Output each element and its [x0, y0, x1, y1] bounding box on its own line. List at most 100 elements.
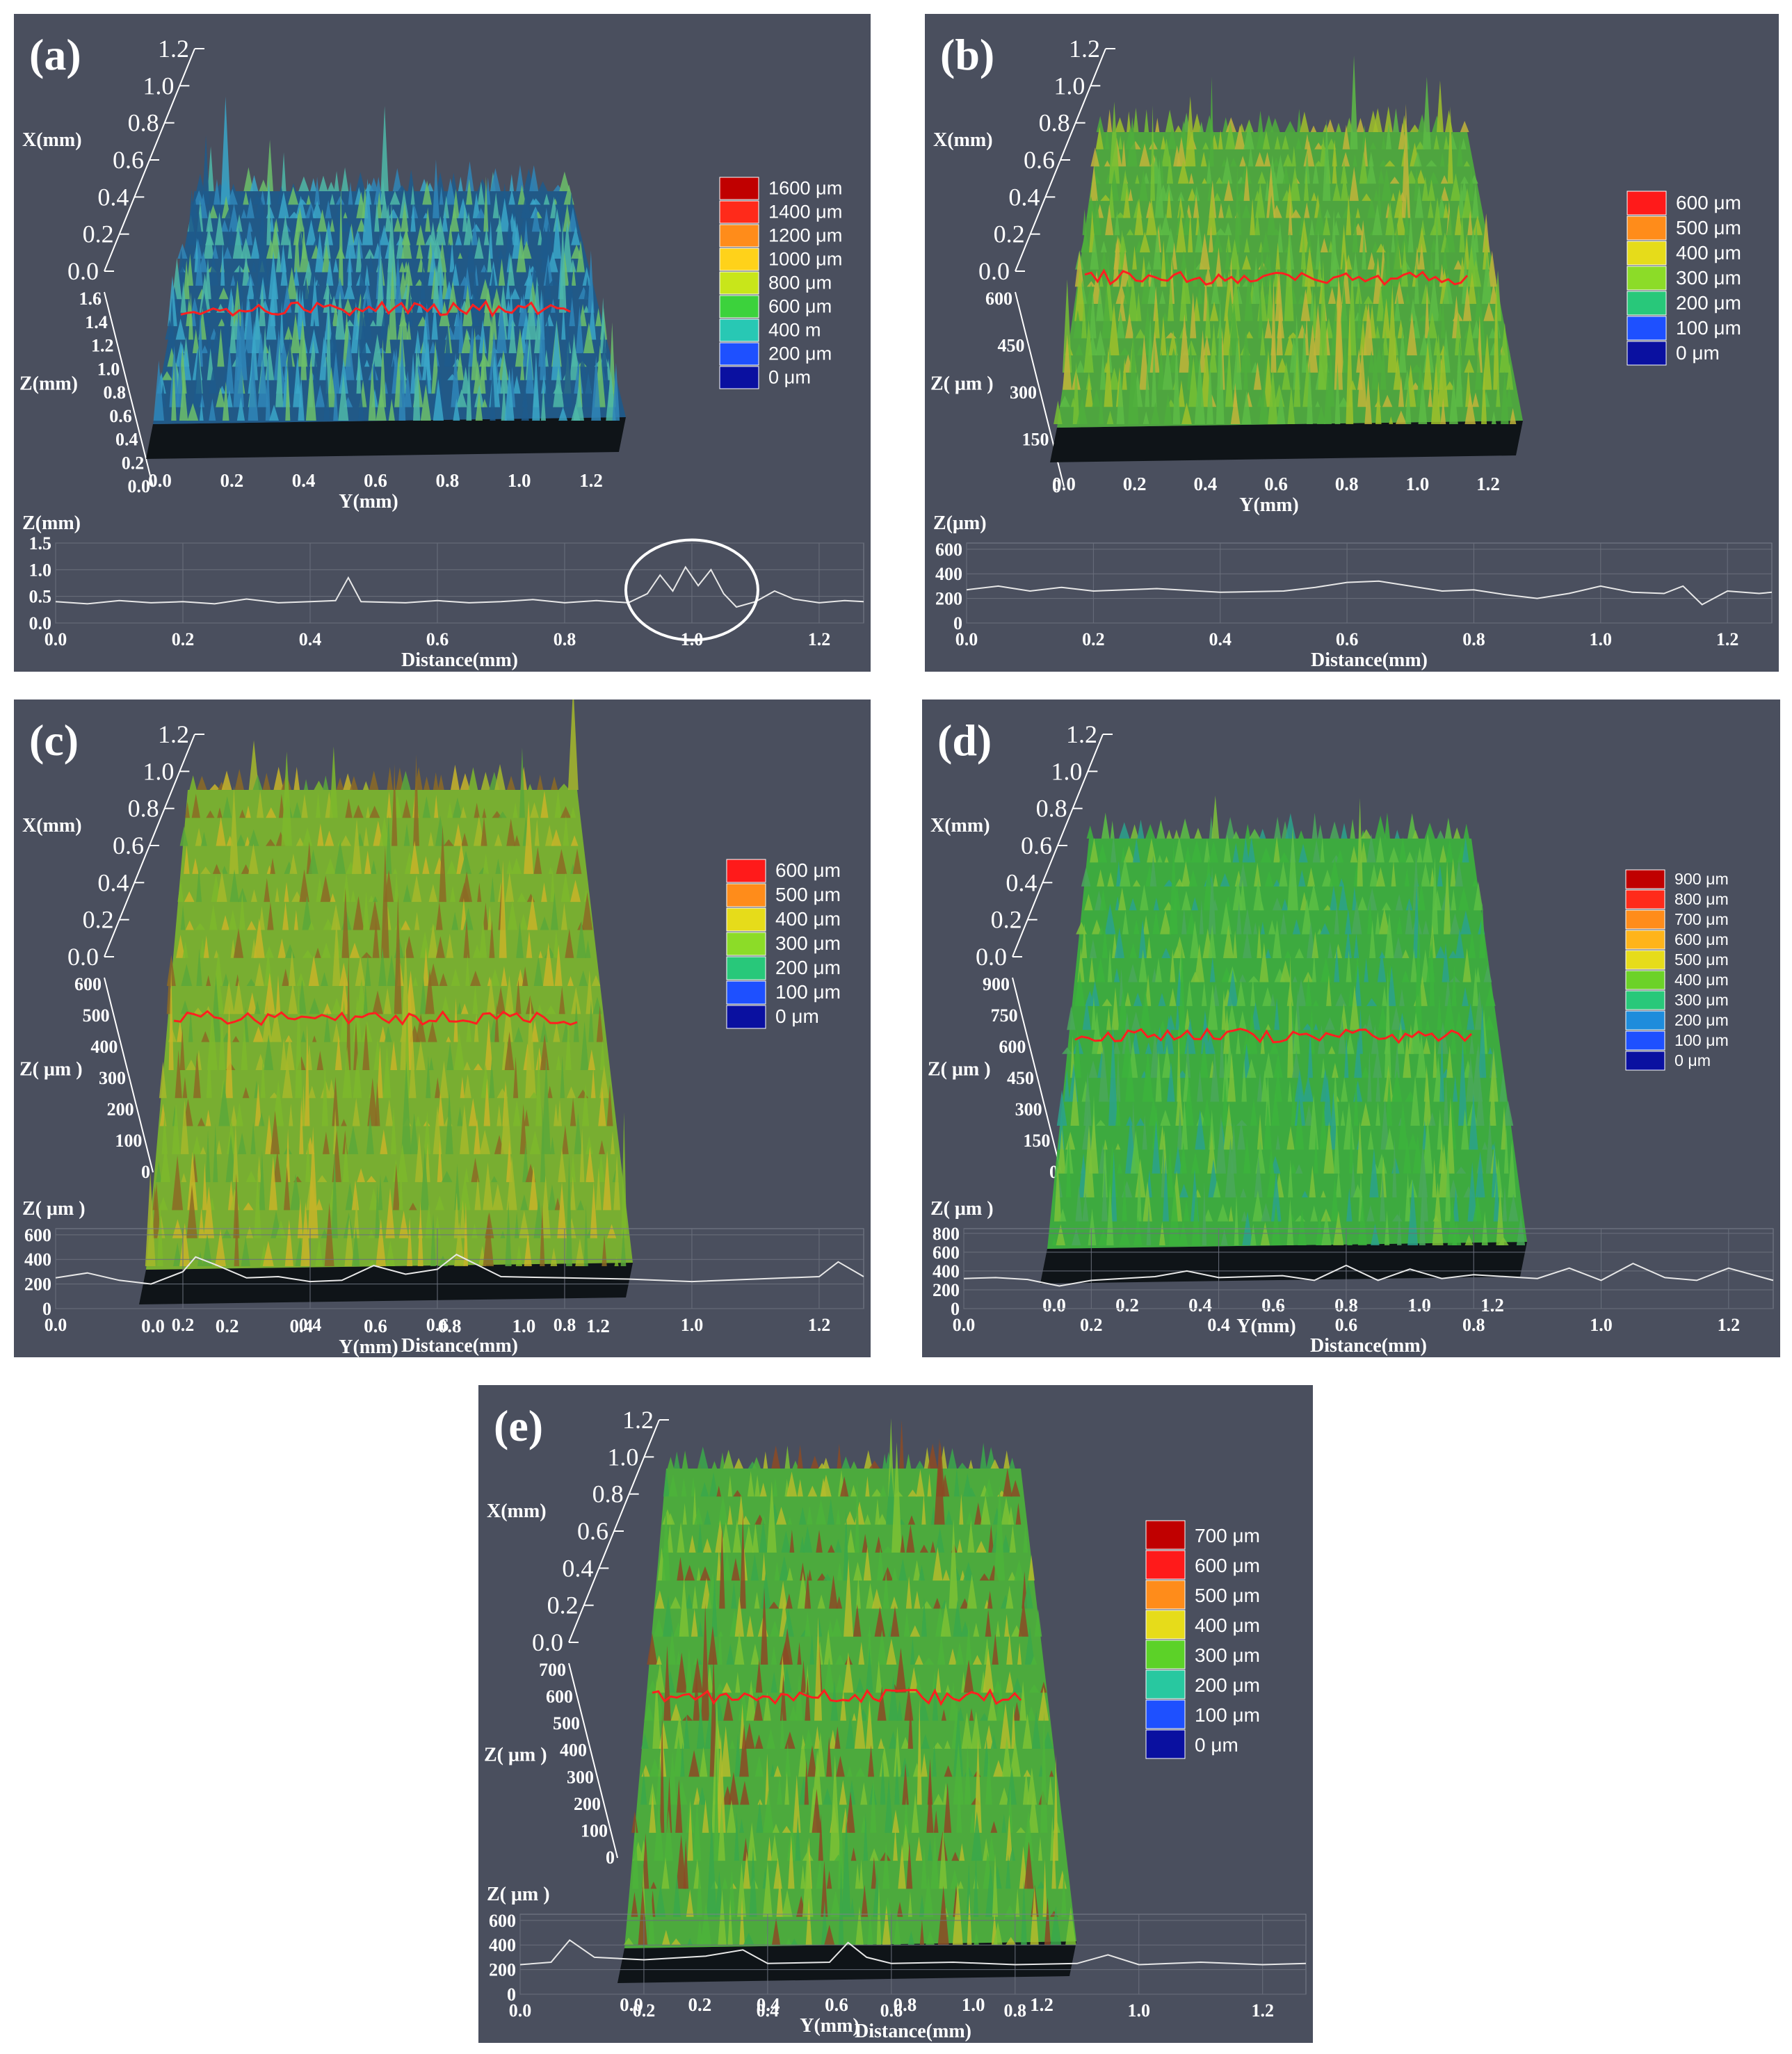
surface-spike: [1375, 1067, 1381, 1102]
surface-spike: [1331, 1177, 1339, 1222]
surface-spike: [1177, 191, 1185, 201]
surface-spike: [696, 1918, 703, 1945]
surface-spike: [446, 1042, 454, 1070]
surface-spike: [1288, 1159, 1293, 1198]
surface-spike: [1157, 855, 1163, 863]
x-tick-label: 0.8: [1039, 109, 1070, 137]
surface-spike: [1266, 165, 1276, 218]
surface-spike: [990, 1459, 999, 1469]
surface-spike: [1088, 956, 1095, 982]
surface-base: [1050, 421, 1523, 462]
surface-spike: [454, 1163, 460, 1211]
surface-spike: [1453, 827, 1461, 839]
surface-spike: [1184, 846, 1191, 863]
surface-spike: [1353, 153, 1357, 167]
surface-spike: [1437, 303, 1443, 321]
surface-spike: [1206, 359, 1213, 424]
surface-spike: [1317, 824, 1323, 839]
profile-y-tick: 1.0: [29, 560, 52, 580]
surface-spike: [951, 1852, 960, 1861]
profile-y-tick: 200: [935, 589, 962, 609]
legend-swatch: [726, 980, 766, 1005]
surface-spike: [723, 1449, 734, 1469]
surface-spike: [1145, 1042, 1152, 1054]
x-tick-label: 1.0: [1054, 72, 1085, 99]
surface-spike: [1095, 1119, 1106, 1126]
surface-spike: [270, 220, 280, 259]
surface-spike: [1358, 1008, 1363, 1054]
surface-spike: [388, 264, 397, 340]
surface-spike: [338, 184, 344, 286]
surface-spike: [1391, 193, 1396, 201]
surface-spike: [498, 258, 506, 286]
surface-spike: [1260, 1222, 1270, 1245]
profile-x-tick: 0.0: [953, 1315, 976, 1335]
surface-spike: [1382, 985, 1387, 1006]
surface-spike: [284, 882, 289, 903]
surface-spike: [494, 1002, 499, 1042]
surface-spike: [659, 1722, 668, 1749]
surface-spike: [266, 175, 271, 245]
surface-spike: [580, 1021, 589, 1070]
surface-spike: [295, 981, 302, 1099]
surface-spike: [462, 284, 473, 327]
legend-swatch: [1626, 191, 1667, 216]
surface-spike: [754, 1756, 764, 1777]
surface-spike: [839, 1779, 847, 1805]
surface-spike: [1031, 1711, 1041, 1749]
surface-spike: [1287, 1080, 1293, 1102]
surface-spike: [575, 305, 583, 353]
surface-spike: [460, 850, 472, 874]
surface-spike: [1340, 1077, 1348, 1102]
surface-spike: [1107, 109, 1113, 132]
surface-spike: [551, 829, 562, 846]
surface-spike: [368, 362, 376, 421]
legend-swatch: [1145, 1669, 1186, 1699]
surface-spike: [1155, 1049, 1162, 1102]
surface-spike: [288, 982, 298, 1014]
surface-spike: [655, 1590, 665, 1609]
surface-spike: [483, 176, 489, 232]
surface-spike: [1206, 195, 1217, 236]
surface-spike: [917, 1696, 929, 1721]
surface-spike: [455, 389, 467, 407]
legend-swatch: [1145, 1610, 1186, 1640]
y-tick-label: 0.0: [620, 1994, 643, 2015]
surface-spike: [674, 1714, 685, 1749]
surface-spike: [718, 1631, 723, 1637]
y-tick-label: 1.2: [1476, 474, 1500, 494]
surface-spike: [205, 1109, 211, 1126]
surface-spike: [910, 1637, 915, 1665]
surface-spike: [533, 956, 543, 987]
surface-spike: [1151, 341, 1157, 407]
surface-spike: [1111, 1151, 1117, 1222]
surface-spike: [812, 1749, 823, 1805]
surface-spike: [1121, 139, 1127, 167]
surface-spike: [435, 252, 445, 286]
surface-spike: [474, 1177, 481, 1211]
surface-spike: [620, 1228, 627, 1266]
surface-spike: [683, 1838, 689, 1889]
surface-spike: [614, 1256, 619, 1266]
surface-spike: [1175, 1003, 1180, 1030]
surface-spike: [1342, 338, 1348, 373]
y-tick-label: 0.0: [148, 470, 172, 491]
surface-spike: [1483, 1015, 1495, 1030]
surface-spike: [466, 237, 476, 273]
surface-spike: [1135, 1158, 1146, 1198]
surface-spike: [907, 1515, 916, 1525]
surface-spike: [363, 826, 369, 846]
surface-spike: [1225, 1138, 1236, 1198]
surface-spike: [217, 807, 223, 818]
surface-spike: [1298, 869, 1306, 887]
surface-spike: [907, 1489, 918, 1497]
profile-y-tick: 0: [951, 1299, 960, 1319]
surface-spike: [821, 1474, 832, 1497]
surface-spike: [1335, 211, 1341, 218]
surface-spike: [1349, 1114, 1354, 1174]
surface-spike: [1291, 145, 1296, 167]
surface-spike: [772, 1918, 781, 1945]
surface-spike: [270, 1110, 280, 1154]
surface-spike: [718, 1629, 723, 1665]
surface-spike: [172, 1103, 181, 1154]
